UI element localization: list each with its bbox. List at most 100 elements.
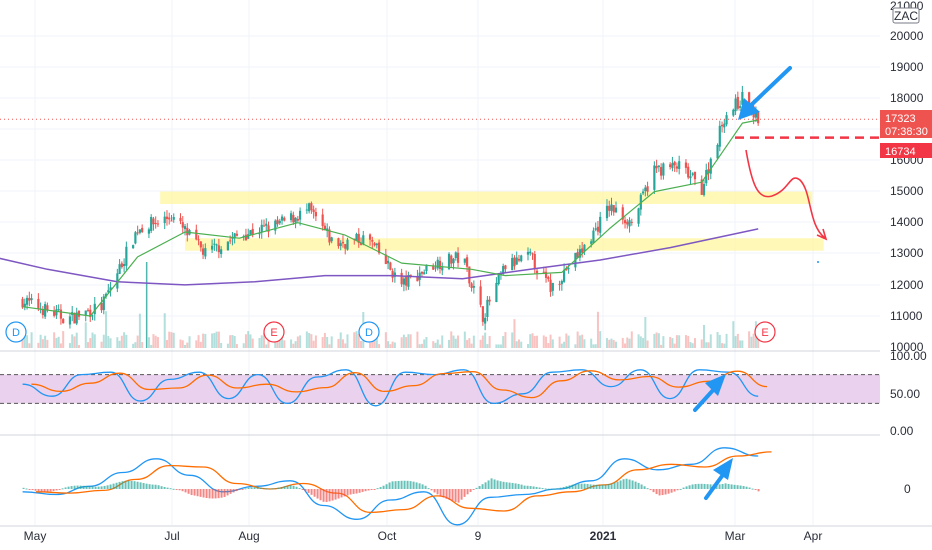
candle-body: [578, 249, 581, 258]
macd-histogram-bar: [67, 486, 70, 489]
candle-body: [520, 255, 523, 262]
macd-histogram-bar: [736, 485, 739, 489]
volume-bar: [226, 343, 229, 348]
candle-body: [55, 309, 58, 316]
candle-body: [181, 222, 184, 228]
macd-histogram-bar: [610, 483, 613, 489]
macd-histogram-bar: [220, 489, 223, 498]
candle-body: [373, 243, 376, 246]
candle-body: [470, 283, 473, 288]
candle-body: [533, 254, 536, 270]
price-tick-label: 14000: [890, 215, 924, 229]
candle-body: [163, 216, 166, 224]
candle-body: [436, 259, 439, 269]
volume-bar: [147, 337, 150, 348]
price-tick-label: 10000: [890, 340, 924, 354]
volume-bar: [734, 336, 737, 348]
volume-bar: [136, 335, 139, 348]
dividend-marker[interactable]: [5, 321, 27, 343]
volume-bar: [57, 336, 60, 348]
volume-bar: [281, 336, 284, 348]
candle-body: [244, 234, 248, 241]
time-axis[interactable]: May Jul Aug Oct 9 2021 Mar Apr: [0, 525, 932, 543]
target-price-label: 16734: [885, 146, 916, 158]
countdown-label: 07:38:30: [885, 126, 928, 138]
candle-body: [37, 298, 40, 309]
macd-histogram-bar: [244, 488, 247, 490]
candle-body: [377, 242, 381, 254]
macd-histogram-bar: [538, 487, 541, 489]
candle-body: [104, 293, 108, 297]
candle-body: [450, 255, 453, 264]
blue-arrow-head: [713, 458, 733, 480]
volume-bar: [346, 334, 349, 348]
volume-bar: [669, 336, 672, 348]
candle-body: [141, 227, 144, 233]
macd-histogram-bar: [469, 489, 472, 492]
candle-body: [407, 275, 410, 287]
candle-body: [233, 233, 236, 239]
volume-bar: [184, 344, 187, 348]
volume-bar: [689, 342, 692, 348]
macd-histogram-bar: [628, 479, 631, 489]
candle-body: [702, 184, 706, 196]
volume-bar: [578, 335, 581, 348]
candle-body: [626, 221, 629, 225]
candle-body: [621, 207, 624, 220]
candle-body: [107, 290, 110, 293]
volume-bar: [21, 334, 24, 348]
macd-histogram-bar: [442, 489, 445, 498]
candle-body: [292, 214, 295, 223]
macd-histogram-bar: [487, 480, 490, 489]
volume-bar: [339, 332, 342, 348]
volume-bar: [673, 343, 676, 348]
volume-bar: [23, 335, 26, 348]
volume-bar: [328, 344, 331, 348]
blue-arrow-shaft: [704, 470, 727, 500]
volume-bar: [495, 344, 498, 348]
candle-body: [355, 233, 358, 241]
volume-bar: [481, 335, 484, 348]
macd-histogram-bar: [187, 489, 190, 494]
candle-body: [93, 303, 96, 315]
volume-bar: [709, 334, 712, 348]
volume-bar: [432, 341, 435, 348]
volume-bar: [278, 336, 281, 348]
candle-body: [693, 171, 697, 180]
price-tick-label: 19000: [890, 60, 924, 74]
macd-histogram-bar: [574, 484, 577, 489]
volume-bar: [199, 341, 202, 348]
volume-bar: [229, 335, 232, 348]
volume-bar: [41, 339, 44, 348]
candle-body: [152, 218, 155, 225]
macd-histogram-bar: [433, 489, 436, 493]
price-axis[interactable]: 2100020000190001800016000150001400013000…: [880, 0, 932, 550]
earnings-marker[interactable]: [754, 321, 776, 343]
macd-histogram-bar: [751, 488, 754, 490]
macd-histogram-bar: [274, 488, 277, 490]
candle-body: [314, 212, 317, 217]
earnings-marker[interactable]: [263, 321, 285, 343]
candle-body: [456, 252, 460, 263]
volume-bar: [542, 335, 545, 348]
macd-histogram-bar: [208, 489, 211, 499]
macd-histogram-bar: [148, 484, 151, 489]
volume-bar: [344, 343, 347, 348]
macd-histogram-bar: [106, 485, 109, 489]
dividend-marker[interactable]: [358, 321, 380, 343]
volume-bar: [312, 340, 315, 348]
candle-body: [213, 243, 216, 245]
volume-bar: [420, 343, 423, 348]
volume-bar: [621, 337, 624, 348]
volume-bar: [499, 344, 502, 348]
macd-histogram-bar: [79, 485, 82, 489]
candle-body: [247, 234, 250, 239]
price-tick-label: 20000: [890, 29, 924, 43]
macd-histogram-bar: [499, 481, 502, 489]
macd-histogram-bar: [175, 489, 178, 490]
volume-bar: [739, 340, 742, 348]
candle-body: [204, 248, 207, 257]
